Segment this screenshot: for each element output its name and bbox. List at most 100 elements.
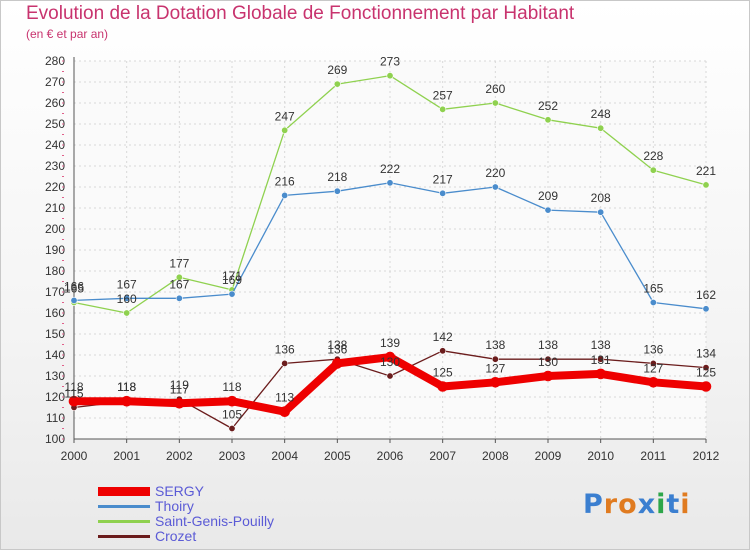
x-tick-label: 2010 [587, 449, 614, 463]
x-tick-label: 2002 [166, 449, 193, 463]
data-label-crozet: 105 [222, 408, 242, 422]
data-point-saint-genis-pouilly [544, 116, 552, 124]
y-tick-label: 150 [45, 327, 65, 341]
data-point-sergy [595, 368, 606, 380]
y-tick-label: 180 [45, 264, 65, 278]
data-point-sergy [121, 395, 132, 407]
logo-letter: o [618, 489, 638, 520]
x-tick-label: 2004 [271, 449, 298, 463]
data-point-sergy [437, 381, 448, 392]
data-label-saint-genis-pouilly: 160 [117, 292, 137, 306]
data-point-saint-genis-pouilly [649, 166, 657, 174]
series-lines [68, 72, 712, 432]
data-label-crozet: 136 [643, 342, 663, 356]
y-tick-label: 170 [45, 285, 65, 299]
data-point-thoiry [439, 189, 447, 197]
x-tick-label: 2011 [640, 449, 666, 463]
y-tick-label: 280 [45, 54, 65, 68]
legend-label-sergy: SERGY [155, 483, 205, 499]
data-label-thoiry: 162 [696, 288, 716, 302]
data-label-crozet: 134 [696, 347, 716, 361]
data-point-thoiry [281, 191, 289, 199]
y-tick-label: 220 [45, 180, 65, 194]
legend-label-saint-genis-pouilly: Saint-Genis-Pouilly [155, 513, 275, 529]
data-label-sergy: 125 [696, 366, 716, 380]
logo-letter: i [680, 489, 691, 520]
data-label-thoiry: 167 [117, 277, 137, 291]
data-point-thoiry [333, 187, 341, 195]
data-point-thoiry [597, 208, 605, 216]
data-point-sergy [332, 358, 343, 369]
data-point-crozet [281, 359, 289, 367]
y-tick-label: 190 [45, 243, 65, 257]
data-label-saint-genis-pouilly: 248 [591, 107, 611, 121]
data-label-crozet: 136 [275, 342, 295, 356]
y-tick-label: 120 [45, 390, 65, 404]
legend-label-crozet: Crozet [155, 528, 197, 544]
data-label-thoiry: 216 [275, 174, 295, 188]
data-label-crozet: 115 [64, 387, 83, 401]
y-tick-label: 250 [45, 117, 65, 131]
data-point-sergy [279, 406, 290, 418]
data-label-sergy: 131 [591, 353, 611, 367]
data-label-sergy: 118 [117, 380, 136, 394]
y-tick-label: 230 [45, 159, 65, 173]
logo-letter: P [583, 489, 604, 520]
data-point-sergy [68, 395, 80, 407]
data-label-saint-genis-pouilly: 177 [169, 256, 189, 270]
data-point-sergy [648, 376, 659, 388]
logo-letter: x [637, 489, 657, 520]
y-tick-label: 240 [45, 138, 65, 152]
data-label-thoiry: 220 [485, 166, 505, 180]
data-label-crozet: 138 [538, 338, 558, 352]
data-point-saint-genis-pouilly [386, 72, 394, 80]
x-tick-label: 2005 [324, 449, 351, 463]
x-tick-label: 2007 [429, 449, 456, 463]
data-point-crozet [491, 355, 499, 363]
data-point-sergy [384, 351, 396, 363]
data-point-thoiry [228, 290, 236, 298]
data-label-thoiry: 222 [380, 162, 400, 176]
y-tick-label: 260 [45, 96, 65, 110]
x-tick-label: 2006 [377, 449, 404, 463]
data-label-saint-genis-pouilly: 257 [433, 88, 453, 102]
data-label-thoiry: 165 [643, 282, 663, 296]
data-label-sergy: 136 [327, 342, 347, 356]
data-label-crozet: 138 [327, 338, 347, 352]
data-label-sergy: 125 [433, 366, 453, 380]
data-label-sergy: 127 [485, 361, 505, 375]
data-point-sergy [542, 370, 554, 382]
data-point-saint-genis-pouilly [333, 80, 341, 88]
x-tick-label: 2001 [113, 449, 140, 463]
data-point-thoiry [123, 294, 131, 302]
axes: 100 110 120 130 140 150 160 170 180 190 200 210 220 2… [45, 54, 720, 463]
data-point-saint-genis-pouilly [281, 126, 289, 134]
y-tick-label: 160 [45, 306, 65, 320]
data-point-saint-genis-pouilly [597, 124, 605, 132]
data-point-thoiry [702, 305, 710, 313]
data-point-crozet [597, 355, 605, 363]
data-label-thoiry: 208 [591, 191, 611, 205]
data-label-sergy: 113 [275, 391, 294, 405]
data-point-saint-genis-pouilly [175, 273, 183, 281]
data-point-sergy [174, 397, 185, 409]
data-point-crozet [649, 359, 657, 367]
data-point-crozet [439, 347, 447, 355]
data-label-thoiry: 169 [222, 273, 242, 287]
data-point-sergy [700, 381, 712, 392]
x-tick-label: 2012 [693, 449, 720, 463]
data-label-thoiry: 218 [327, 170, 347, 184]
x-tick-label: 2009 [535, 449, 562, 463]
x-tick-label: 2008 [482, 449, 509, 463]
legend-label-thoiry: Thoiry [155, 498, 194, 514]
data-point-crozet [544, 355, 552, 363]
data-label-saint-genis-pouilly: 247 [275, 109, 295, 123]
data-label-sergy: 118 [222, 380, 241, 394]
chart-title: Evolution de la Dotation Globale de Fonc… [26, 3, 575, 24]
data-point-thoiry [386, 179, 394, 187]
data-label-thoiry: 217 [433, 172, 453, 186]
legend-swatch-sergy [98, 487, 150, 496]
data-label-crozet: 138 [591, 338, 611, 352]
data-point-saint-genis-pouilly [439, 105, 447, 113]
